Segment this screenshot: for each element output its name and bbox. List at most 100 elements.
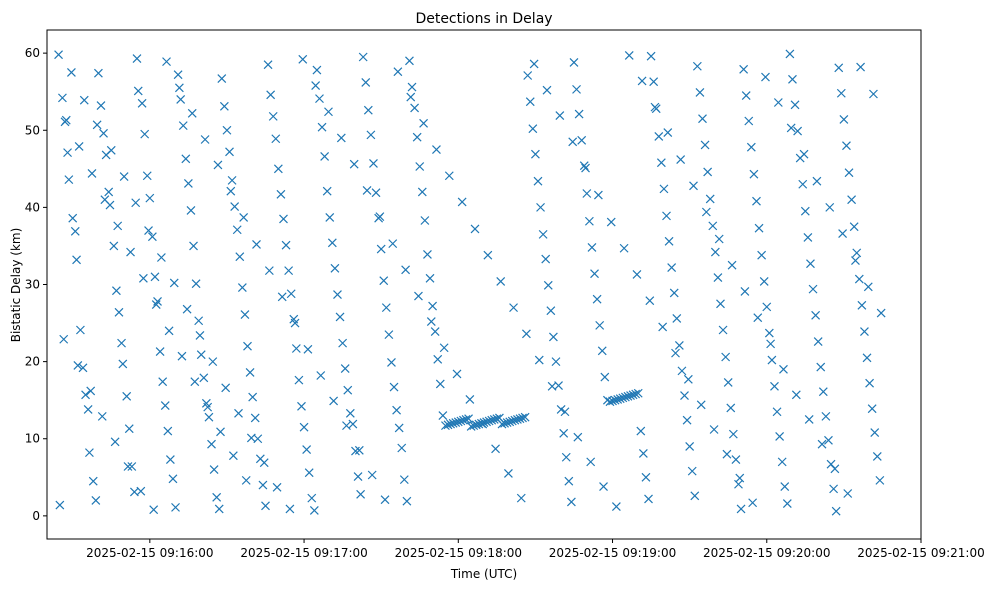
data-point <box>753 313 763 323</box>
data-point <box>536 202 545 212</box>
data-point <box>788 74 797 84</box>
data-point <box>302 445 312 454</box>
data-point <box>196 350 206 360</box>
data-point <box>641 472 651 482</box>
data-point <box>168 474 178 484</box>
data-point <box>510 415 520 425</box>
data-point <box>419 118 429 128</box>
data-point <box>68 213 78 223</box>
data-point <box>636 426 646 436</box>
data-point <box>446 419 456 429</box>
data-point <box>507 416 517 426</box>
data-point <box>764 328 774 338</box>
data-point <box>497 419 507 429</box>
data-point <box>273 164 283 174</box>
data-point <box>113 221 123 231</box>
data-point <box>579 161 589 171</box>
data-point <box>780 482 790 491</box>
data-point <box>294 375 304 385</box>
x-tick-label: 2025-02-15 09:16:00 <box>86 546 213 560</box>
data-point <box>696 400 706 410</box>
data-point <box>153 297 162 306</box>
data-point <box>420 216 430 225</box>
data-point <box>566 497 576 507</box>
data-point <box>371 188 381 198</box>
data-point <box>66 67 76 77</box>
data-point <box>676 155 686 164</box>
data-point <box>212 492 222 502</box>
data-point <box>663 128 673 137</box>
data-point <box>847 195 857 205</box>
data-point <box>708 221 718 231</box>
data-point <box>303 344 313 354</box>
data-point <box>767 355 777 365</box>
data-point <box>700 140 710 150</box>
data-point <box>599 482 608 491</box>
data-point <box>284 266 294 276</box>
data-point <box>203 402 213 412</box>
data-point <box>290 318 300 328</box>
data-point <box>325 212 335 222</box>
data-point <box>151 300 161 309</box>
data-point <box>299 422 309 432</box>
data-point <box>204 412 214 422</box>
data-point <box>281 240 291 250</box>
data-point <box>160 401 170 411</box>
data-point <box>271 134 281 144</box>
data-point <box>279 214 288 224</box>
data-point <box>226 186 236 196</box>
data-point <box>245 367 255 377</box>
data-point <box>470 224 480 234</box>
data-point <box>577 135 587 145</box>
data-point <box>240 310 250 320</box>
data-point <box>194 316 204 326</box>
data-point <box>189 241 198 251</box>
data-point <box>533 176 543 186</box>
data-point <box>469 421 479 431</box>
data-point <box>79 95 89 105</box>
data-point <box>656 158 666 168</box>
data-point <box>104 187 114 197</box>
data-point <box>402 496 412 506</box>
data-point <box>606 217 616 227</box>
data-point <box>366 130 376 140</box>
data-point <box>856 62 866 72</box>
data-point <box>561 452 571 462</box>
data-point <box>529 59 539 69</box>
data-point <box>528 124 538 134</box>
data-point <box>461 415 471 424</box>
data-point <box>441 421 450 431</box>
data-point <box>277 292 287 302</box>
data-point <box>659 184 669 194</box>
data-point <box>55 500 65 510</box>
data-point <box>435 379 445 389</box>
data-point <box>261 501 270 511</box>
data-point <box>443 420 453 430</box>
data-point <box>234 408 243 418</box>
data-point <box>543 280 553 290</box>
data-point <box>228 451 238 461</box>
data-point <box>518 413 527 423</box>
data-point <box>162 57 171 67</box>
data-point <box>57 93 67 103</box>
data-point <box>793 126 803 136</box>
chart-title: Detections in Delay <box>415 11 552 27</box>
data-point <box>376 244 386 254</box>
data-point <box>534 355 544 365</box>
data-point <box>241 475 251 485</box>
data-point <box>632 270 642 279</box>
data-point <box>680 391 689 400</box>
data-point <box>259 458 269 468</box>
data-point <box>752 196 761 206</box>
data-point <box>786 123 796 133</box>
data-point <box>785 49 795 59</box>
data-point <box>246 433 256 443</box>
data-point <box>803 233 813 242</box>
data-point <box>551 357 561 367</box>
data-point <box>674 341 684 350</box>
data-point <box>677 366 687 376</box>
data-point <box>354 445 364 455</box>
data-point <box>757 250 767 260</box>
data-point <box>631 389 641 399</box>
data-point <box>466 421 476 431</box>
